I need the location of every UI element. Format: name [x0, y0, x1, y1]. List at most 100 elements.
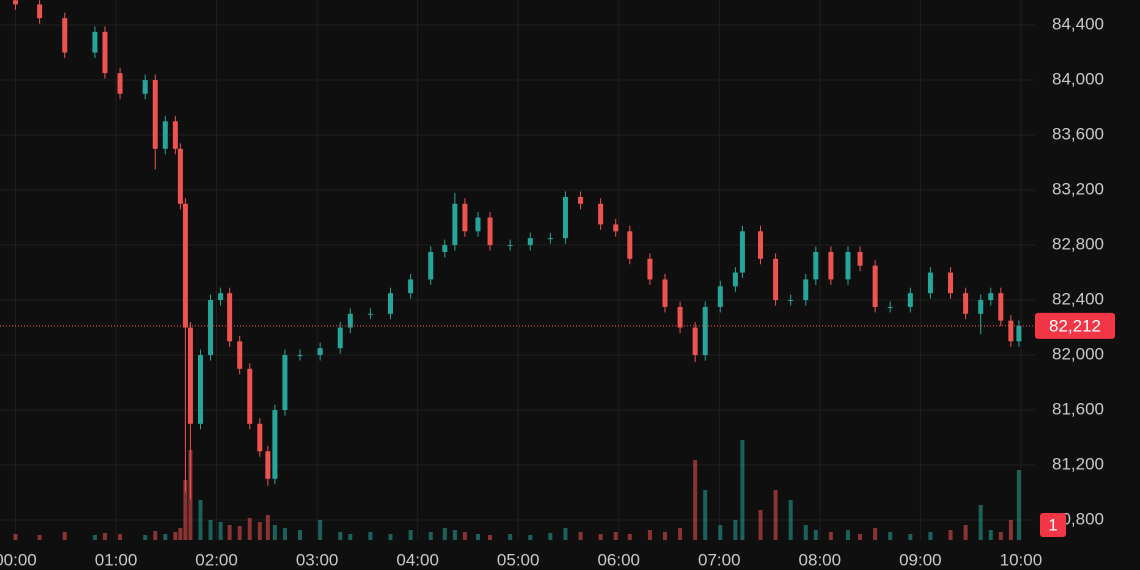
candle-body: [978, 300, 984, 314]
candle-body: [828, 251, 834, 280]
candle-body: [692, 327, 698, 356]
y-tick-label: 84,000: [1052, 70, 1104, 89]
volume-bar: [888, 532, 893, 540]
volume-bar: [563, 528, 568, 540]
volume-bar: [693, 460, 698, 540]
volume-box: [1040, 513, 1066, 537]
volume-bar: [908, 534, 913, 540]
candle-body: [12, 0, 18, 5]
candle-body: [677, 306, 683, 328]
candle-body: [62, 18, 68, 53]
volume-bar: [173, 532, 178, 540]
candle-body: [562, 196, 568, 239]
candle-body: [428, 251, 434, 280]
candle-body: [272, 410, 278, 479]
x-tick-label: 01:00: [95, 550, 138, 569]
candle-body: [117, 73, 123, 94]
volume-bar: [282, 528, 287, 540]
candle-body: [37, 4, 43, 19]
y-tick-label: 84,400: [1052, 15, 1104, 34]
x-tick-label: 08:00: [799, 550, 842, 569]
volume-bar: [62, 532, 67, 540]
candle-body: [347, 313, 353, 328]
candle-body: [247, 368, 253, 424]
volume-bar: [718, 525, 723, 540]
volume-bar: [647, 530, 652, 540]
volume-bar: [813, 530, 818, 540]
candle-body: [857, 251, 863, 266]
candle-body: [647, 258, 653, 280]
candle-body: [948, 272, 954, 294]
candle-body: [788, 300, 794, 302]
volume-bar: [662, 532, 667, 540]
candle-body: [367, 313, 373, 315]
volume-bar: [198, 500, 203, 540]
y-tick-label: 82,000: [1052, 345, 1104, 364]
volume-bar: [163, 534, 168, 540]
y-tick-label: 83,600: [1052, 125, 1104, 144]
candle-body: [907, 293, 913, 307]
candle-body: [527, 238, 533, 246]
candle-body: [177, 148, 183, 204]
volume-bar: [528, 535, 533, 540]
candle-body: [337, 327, 343, 349]
candle-body: [142, 80, 148, 94]
last-price-label: 82,212: [1049, 316, 1101, 335]
volume-bar: [598, 534, 603, 540]
volume-bar: [488, 535, 493, 540]
volume-bar: [13, 534, 18, 540]
volume-label: 1: [1048, 515, 1057, 534]
candle-body: [257, 423, 263, 452]
volume-bar: [257, 522, 262, 540]
candle-body: [1008, 320, 1014, 342]
candle-body: [208, 300, 214, 356]
candle-body: [462, 203, 468, 232]
candle-body: [872, 265, 878, 307]
volume-bar: [845, 530, 850, 540]
candle-body: [297, 355, 303, 357]
x-tick-label: 07:00: [698, 550, 741, 569]
candle-body: [487, 217, 493, 246]
candle-body: [887, 306, 893, 308]
volume-bar: [452, 530, 457, 540]
candle-body: [547, 238, 553, 240]
candle-body: [598, 203, 604, 225]
volume-bar: [948, 530, 953, 540]
volume-bar: [773, 490, 778, 540]
volume-bar: [388, 534, 393, 540]
volume-bar: [678, 528, 683, 540]
volume-bar: [37, 535, 42, 540]
candle-body: [162, 121, 168, 149]
volume-bar: [348, 534, 353, 540]
candle-body: [182, 203, 188, 328]
candle-body: [452, 203, 458, 246]
candle-body: [773, 258, 779, 301]
volume-bar: [318, 520, 323, 540]
candle-body: [1016, 325, 1022, 342]
candle-body: [408, 279, 414, 294]
x-tick-label: 05:00: [497, 550, 540, 569]
volume-bar: [928, 532, 933, 540]
volume-bar: [247, 518, 252, 540]
candle-body: [758, 231, 764, 259]
volume-bar: [475, 534, 480, 540]
candle-body: [475, 217, 481, 232]
candle-body: [237, 341, 243, 369]
candle-body: [988, 293, 994, 301]
x-tick-label: 03:00: [296, 550, 339, 569]
candle-body: [845, 251, 851, 280]
last-price-box: [1035, 312, 1115, 339]
x-tick-label: 09:00: [899, 550, 942, 569]
volume-bar: [613, 532, 618, 540]
candle-body: [507, 245, 513, 247]
candle-body: [172, 121, 178, 149]
volume-bar: [803, 525, 808, 540]
x-tick-label: 00:00: [0, 550, 37, 569]
candle-body: [282, 355, 288, 411]
volume-bar: [153, 531, 158, 540]
volume-bar: [462, 532, 467, 540]
candle-body: [927, 272, 933, 294]
volume-bar: [428, 532, 433, 540]
volume-bar: [858, 534, 863, 540]
